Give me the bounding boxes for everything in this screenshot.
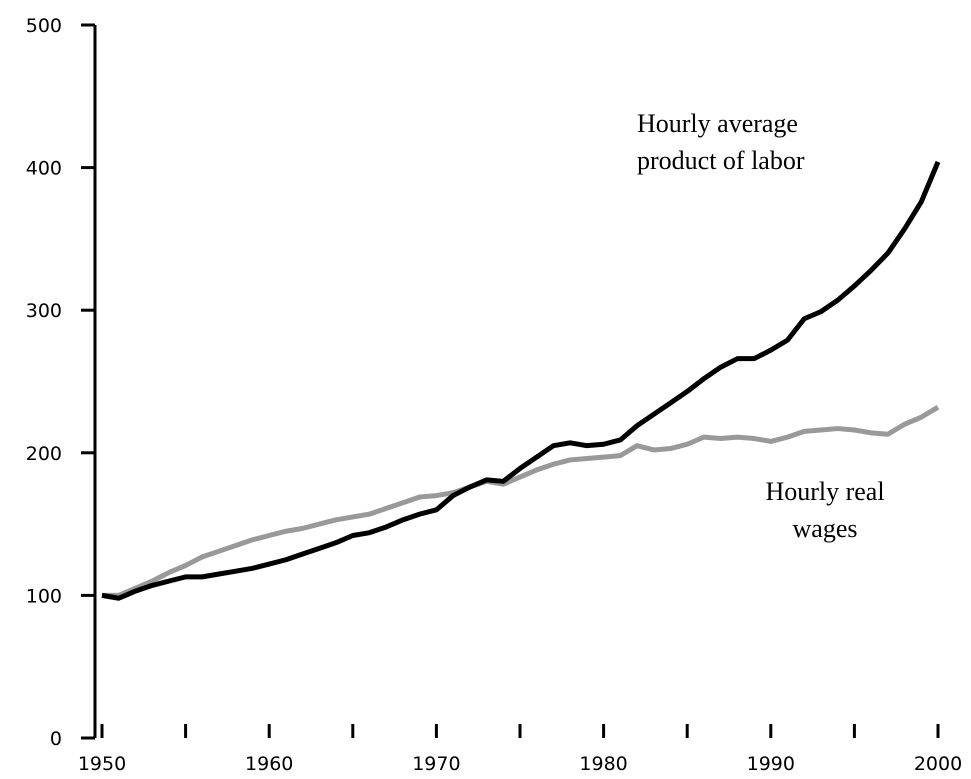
x-tick-label: 1980 (579, 753, 627, 775)
y-tick-label: 300 (26, 300, 62, 322)
y-tick-label: 500 (26, 15, 62, 37)
y-tick-label: 100 (26, 585, 62, 607)
x-tick-label: 1950 (78, 753, 126, 775)
series-annotation: wages (793, 514, 858, 543)
series-annotation: Hourly real (765, 477, 884, 506)
series-line (102, 405, 940, 598)
series-annotation: Hourly average (637, 109, 798, 138)
x-tick-label: 1960 (245, 753, 293, 775)
y-tick-label: 400 (26, 158, 62, 180)
y-tick-label: 200 (26, 443, 62, 465)
series-annotation: product of labor (637, 146, 805, 175)
series-line (101, 160, 941, 601)
x-tick-label: 1970 (412, 753, 460, 775)
x-tick-label: 2000 (914, 753, 962, 775)
x-tick-label: 1990 (747, 753, 795, 775)
y-tick-label: 0 (50, 728, 62, 750)
